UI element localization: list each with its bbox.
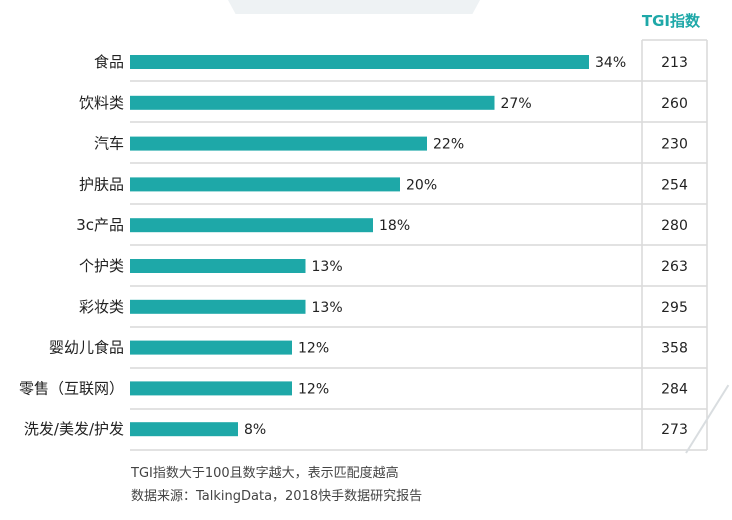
tgi-value: 295	[661, 300, 688, 316]
bar-value-label: 13%	[312, 259, 343, 275]
bar	[130, 136, 427, 151]
tgi-value: 263	[661, 259, 688, 275]
tgi-value: 358	[661, 341, 688, 357]
category-label: 零售（互联网）	[19, 379, 124, 397]
bar	[130, 177, 400, 192]
tgi-value: 284	[661, 381, 688, 397]
bar-value-label: 12%	[298, 341, 329, 357]
category-label: 彩妆类	[79, 298, 124, 316]
category-label: 食品	[94, 53, 124, 71]
footnote-tgi: TGI指数大于100且数字越大，表示匹配度越高	[131, 466, 399, 481]
bar	[130, 95, 495, 110]
bar-value-label: 12%	[298, 381, 329, 397]
bar-value-label: 8%	[244, 422, 266, 438]
bar-value-label: 27%	[501, 96, 532, 112]
category-label: 饮料类	[79, 94, 124, 112]
bar-value-label: 20%	[406, 177, 437, 193]
bar-value-label: 18%	[379, 218, 410, 234]
bar	[130, 422, 238, 437]
bar	[130, 381, 292, 396]
bar-value-label: 13%	[312, 300, 343, 316]
footnote-source: 数据来源：TalkingData，2018快手数据研究报告	[131, 489, 423, 504]
top-decoration-tab	[228, 0, 480, 14]
category-label: 3c产品	[76, 216, 124, 234]
tgi-value: 254	[661, 177, 688, 193]
tgi-value: 260	[661, 96, 688, 112]
category-label: 汽车	[94, 135, 124, 153]
bar	[130, 259, 306, 273]
category-label: 洗发/美发/护发	[24, 420, 124, 438]
bar	[130, 55, 589, 69]
tgi-value: 273	[661, 422, 688, 438]
category-label: 个护类	[79, 257, 124, 275]
bar	[130, 340, 292, 355]
bar-value-label: 34%	[595, 55, 626, 71]
tgi-column-header: TGI指数	[642, 12, 701, 30]
bar	[130, 218, 373, 233]
bar-value-label: 22%	[433, 137, 464, 153]
tgi-value: 280	[661, 218, 688, 234]
tgi-value: 230	[661, 137, 688, 153]
tgi-value: 213	[661, 55, 688, 71]
bar	[130, 299, 306, 314]
category-label: 婴幼儿食品	[49, 339, 124, 357]
category-label: 护肤品	[79, 175, 124, 193]
